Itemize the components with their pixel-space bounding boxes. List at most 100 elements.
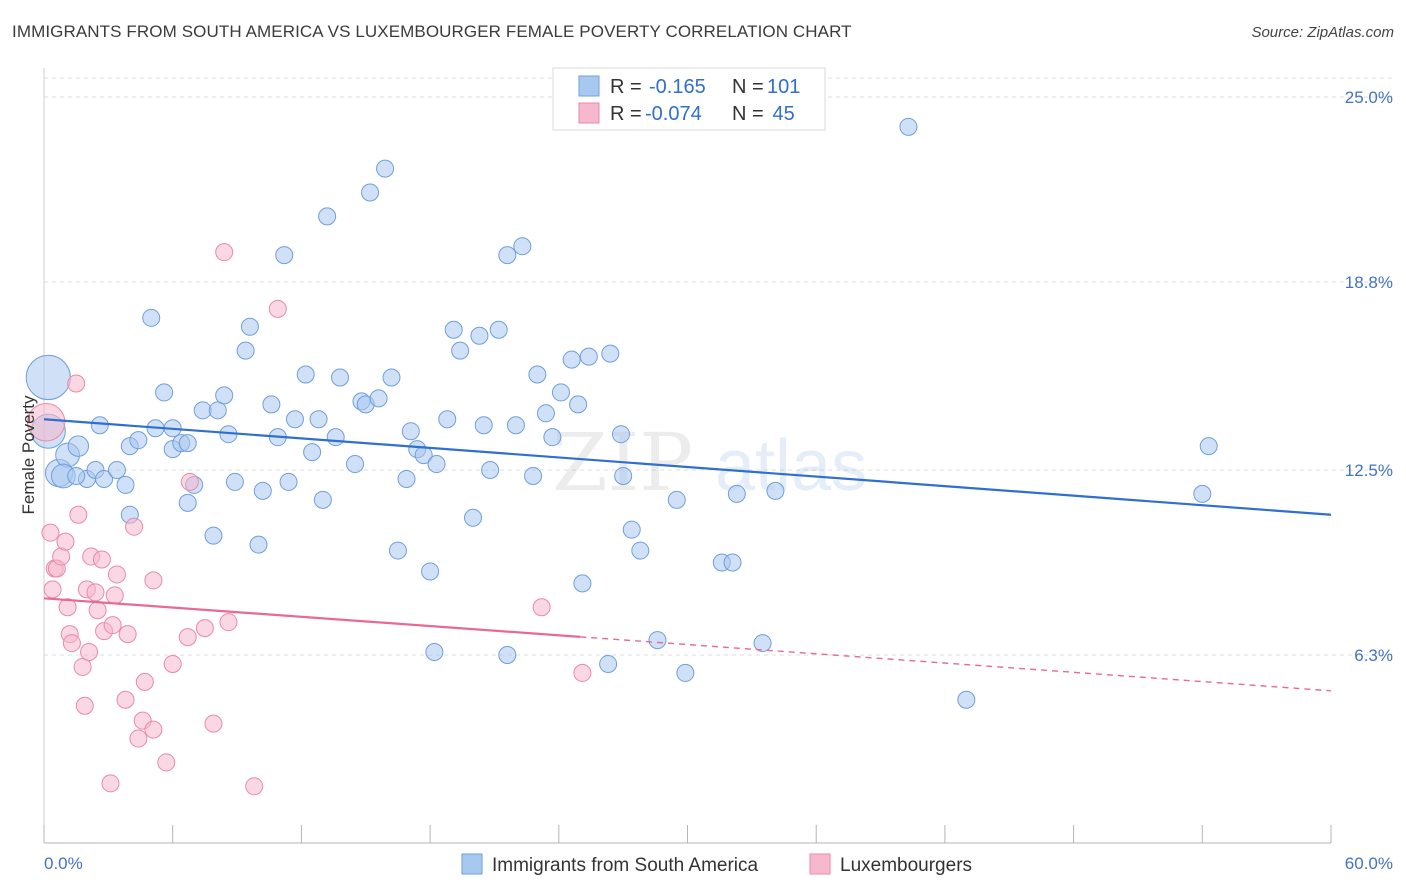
point-s1-19 bbox=[92, 550, 111, 569]
point-s0-68 bbox=[498, 246, 517, 265]
point-s0-89 bbox=[676, 663, 695, 682]
point-s0-58 bbox=[425, 643, 444, 662]
point-s0-54 bbox=[401, 422, 420, 441]
point-s0-29 bbox=[236, 341, 255, 360]
point-s0-24 bbox=[204, 526, 223, 545]
point-s0-65 bbox=[474, 416, 493, 435]
point-s0-30 bbox=[240, 317, 259, 336]
bottom-legend-label-south-america: Immigrants from South America bbox=[492, 855, 759, 876]
point-s0-94 bbox=[766, 481, 785, 500]
point-s0-72 bbox=[524, 466, 543, 485]
point-s1-15 bbox=[80, 643, 99, 662]
point-s0-35 bbox=[275, 246, 294, 265]
y-tick-label-0: 6.3% bbox=[1354, 646, 1393, 665]
point-s1-41 bbox=[245, 777, 264, 796]
point-s0-96 bbox=[957, 690, 976, 709]
legend-n-label-1: N = bbox=[732, 76, 764, 98]
point-s0-88 bbox=[667, 490, 686, 509]
point-s0-13 bbox=[129, 431, 148, 450]
y-tick-label-2: 18.8% bbox=[1345, 273, 1393, 292]
bottom-legend: Immigrants from South America Luxembourg… bbox=[461, 853, 972, 876]
point-s0-28 bbox=[225, 472, 244, 491]
y-tick-label-1: 12.5% bbox=[1345, 461, 1393, 480]
trend-line-solid-0 bbox=[43, 418, 1332, 516]
point-s0-98 bbox=[1199, 437, 1218, 456]
point-s0-14 bbox=[142, 308, 161, 327]
y-axis-title: Female Poverty bbox=[19, 395, 38, 515]
point-s0-93 bbox=[753, 634, 772, 653]
point-s0-85 bbox=[622, 520, 641, 539]
legend-n-label-2: N = bbox=[732, 103, 764, 125]
point-s0-63 bbox=[464, 508, 482, 527]
point-s0-53 bbox=[397, 469, 416, 488]
point-s0-79 bbox=[573, 574, 592, 593]
point-s1-25 bbox=[116, 690, 135, 709]
point-s1-22 bbox=[103, 616, 122, 635]
point-s0-51 bbox=[382, 368, 401, 387]
point-s0-16 bbox=[155, 383, 174, 402]
point-s0-9 bbox=[107, 461, 126, 479]
legend: R = -0.165 N = 101 R = -0.074 N = 45 bbox=[552, 67, 826, 131]
point-s0-64 bbox=[470, 326, 489, 345]
legend-r-label-1: R = bbox=[610, 76, 642, 98]
point-s0-70 bbox=[506, 416, 525, 435]
point-s0-60 bbox=[438, 410, 457, 429]
point-s0-21 bbox=[178, 493, 197, 512]
point-s0-32 bbox=[253, 481, 272, 500]
trend-line-solid-1 bbox=[43, 597, 581, 638]
legend-r-value-1: -0.165 bbox=[649, 76, 706, 98]
bottom-legend-label-luxembourgers: Luxembourgers bbox=[840, 855, 972, 876]
point-s1-13 bbox=[75, 696, 94, 715]
point-s0-87 bbox=[648, 631, 667, 650]
chart-title: IMMIGRANTS FROM SOUTH AMERICA VS LUXEMBO… bbox=[12, 22, 852, 41]
point-s1-44 bbox=[573, 663, 592, 682]
legend-swatch-south-america bbox=[578, 75, 600, 97]
watermark: ZIP atlas bbox=[552, 416, 867, 509]
point-s1-1 bbox=[41, 523, 60, 542]
point-s0-71 bbox=[513, 237, 532, 256]
x-tick-label-1: 60.0% bbox=[1345, 854, 1393, 873]
point-s1-10 bbox=[67, 374, 86, 393]
source-credit: Source: ZipAtlas.com bbox=[1251, 24, 1394, 41]
point-s0-50 bbox=[376, 159, 395, 178]
point-s0-84 bbox=[614, 466, 633, 485]
point-s1-18 bbox=[88, 601, 107, 620]
point-s0-69 bbox=[498, 646, 517, 665]
point-s1-28 bbox=[129, 729, 148, 748]
bottom-legend-swatch-luxembourgers bbox=[809, 853, 831, 875]
point-s0-97 bbox=[1193, 484, 1212, 503]
point-s0-59 bbox=[427, 455, 446, 474]
point-s1-21 bbox=[101, 774, 120, 793]
point-s0-49 bbox=[369, 389, 388, 408]
axes bbox=[43, 68, 1332, 844]
point-s0-76 bbox=[551, 383, 570, 402]
point-s0-4 bbox=[67, 435, 90, 457]
point-s0-31 bbox=[249, 535, 268, 554]
legend-n-value-2: 45 bbox=[767, 103, 795, 125]
point-s1-32 bbox=[144, 571, 163, 590]
point-s0-45 bbox=[346, 455, 365, 474]
point-s0-44 bbox=[331, 368, 350, 387]
point-s0-61 bbox=[444, 320, 463, 339]
point-s0-91 bbox=[723, 553, 742, 572]
point-s0-42 bbox=[318, 207, 337, 226]
point-s1-24 bbox=[107, 565, 126, 584]
point-s0-23 bbox=[193, 401, 212, 420]
point-s0-39 bbox=[303, 443, 322, 462]
point-s0-81 bbox=[599, 654, 618, 673]
point-s1-35 bbox=[178, 628, 197, 647]
point-s1-38 bbox=[204, 714, 223, 733]
point-s1-2 bbox=[43, 580, 62, 599]
point-s0-83 bbox=[612, 425, 631, 444]
trend-lines bbox=[43, 418, 1332, 692]
point-s0-40 bbox=[309, 410, 328, 429]
point-s0-73 bbox=[528, 365, 547, 384]
point-s1-11 bbox=[69, 505, 88, 524]
x-tick-label-0: 0.0% bbox=[44, 854, 83, 873]
point-s0-7 bbox=[90, 416, 109, 435]
trend-line-dashed-1 bbox=[580, 636, 1332, 692]
point-s0-52 bbox=[388, 541, 407, 560]
point-s0-75 bbox=[543, 428, 562, 447]
point-s0-78 bbox=[569, 395, 588, 414]
